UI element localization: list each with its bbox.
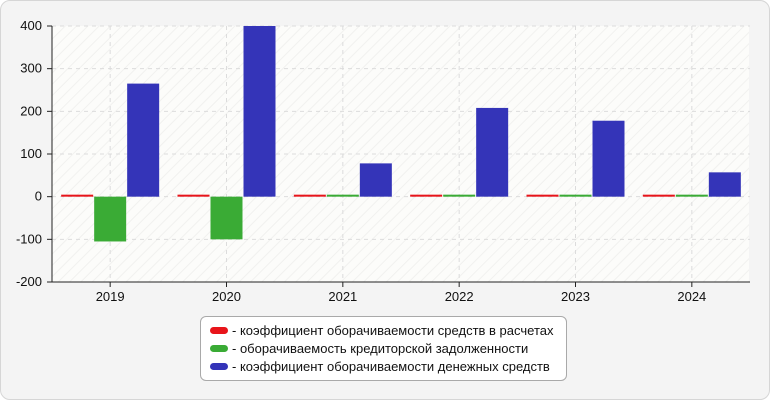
legend-item: - коэффициент оборачиваемости денежных с… [210, 357, 566, 375]
y-tick-label: 0 [35, 189, 42, 204]
bar [293, 194, 326, 197]
y-tick-label: 100 [20, 146, 42, 161]
bar [243, 26, 276, 197]
legend-item: - коэффициент оборачиваемости средств в … [210, 321, 566, 339]
legend: - коэффициент оборачиваемости средств в … [200, 316, 567, 381]
legend-label: - коэффициент оборачиваемости денежных с… [232, 358, 550, 374]
x-tick-label: 2024 [677, 289, 706, 304]
x-tick-label: 2020 [212, 289, 241, 304]
x-tick-label: 2019 [96, 289, 125, 304]
legend-swatch-red [210, 326, 228, 334]
bar [559, 194, 592, 197]
y-tick-label: -200 [16, 274, 42, 289]
bar [94, 196, 127, 242]
bar [127, 83, 160, 197]
bar [675, 194, 708, 197]
bar [359, 163, 392, 197]
plot-area [52, 26, 749, 282]
bar [210, 196, 243, 240]
bar [61, 194, 94, 197]
bar [177, 194, 210, 197]
bar [592, 120, 625, 197]
bar [476, 107, 509, 197]
legend-swatch-blue [210, 362, 228, 370]
x-tick-label: 2023 [561, 289, 590, 304]
y-tick-label: -100 [16, 231, 42, 246]
x-axis-ticks: 2019 2020 2021 2022 2023 2024 [96, 282, 706, 304]
bar [642, 194, 675, 197]
x-tick-label: 2021 [328, 289, 357, 304]
y-tick-label: 300 [20, 61, 42, 76]
bar [326, 194, 359, 197]
legend-label: - оборачиваемость кредиторской задолженн… [232, 340, 529, 356]
legend-item: - оборачиваемость кредиторской задолженн… [210, 339, 566, 357]
y-tick-label: 200 [20, 103, 42, 118]
grid [52, 25, 750, 282]
bar [443, 194, 476, 197]
x-tick-label: 2022 [445, 289, 474, 304]
y-axis-ticks: 400 300 200 100 0 -100 -200 [16, 18, 52, 289]
bar [708, 172, 741, 197]
y-tick-label: 400 [20, 18, 42, 33]
legend-label: - коэффициент оборачиваемости средств в … [232, 322, 554, 338]
bars [61, 26, 741, 242]
bar [526, 194, 559, 197]
bar [410, 194, 443, 197]
legend-swatch-green [210, 344, 228, 352]
